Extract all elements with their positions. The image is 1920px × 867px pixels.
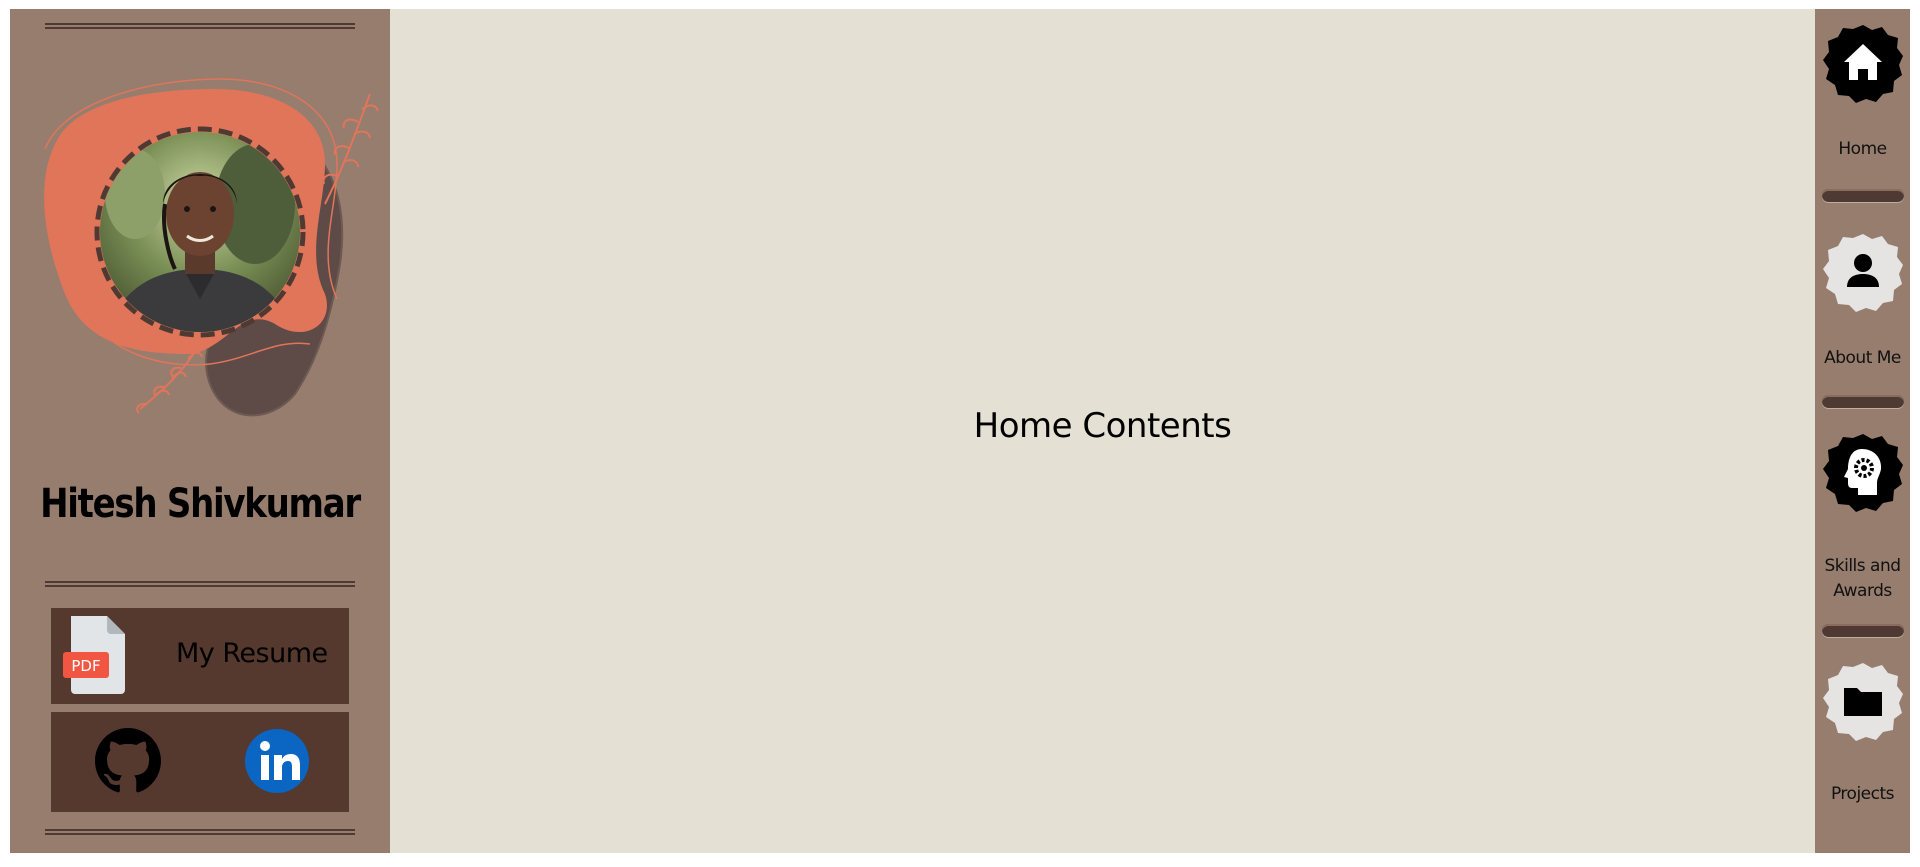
nav-item-home[interactable]: Home: [1815, 9, 1910, 189]
nav-label-projects: Projects: [1830, 784, 1895, 804]
social-links: [51, 712, 349, 812]
nav-label-skills: Skills and Awards: [1824, 556, 1901, 601]
page-frame: Hitesh Shivkumar PDF My Resume: [10, 9, 1910, 853]
nav-label-home: Home: [1838, 139, 1887, 159]
folder-icon: [1823, 663, 1903, 741]
linkedin-icon[interactable]: [244, 728, 310, 794]
profile-sidebar: Hitesh Shivkumar PDF My Resume: [10, 9, 390, 853]
home-icon: [1823, 25, 1903, 103]
nav-label-about: About Me: [1824, 348, 1901, 368]
profile-portrait: [44, 78, 379, 417]
nav-item-about[interactable]: About Me: [1815, 209, 1910, 389]
person-icon: [1823, 234, 1903, 312]
head-gear-icon: [1823, 434, 1903, 512]
middle-divider: [45, 581, 355, 587]
main-content: Home Contents: [390, 9, 1815, 853]
right-nav: Home About Me Skills and Awards: [1815, 9, 1910, 853]
bottom-divider: [45, 829, 355, 835]
nav-item-skills[interactable]: Skills and Awards: [1815, 414, 1910, 614]
main-title: Home Contents: [973, 406, 1232, 446]
pdf-badge: PDF: [71, 657, 100, 675]
github-icon[interactable]: [95, 728, 161, 794]
nav-separator: [1822, 395, 1904, 408]
top-divider: [45, 23, 355, 29]
profile-name: Hitesh Shivkumar: [40, 481, 361, 527]
pdf-file-icon: PDF: [63, 616, 125, 694]
nav-separator: [1822, 189, 1904, 202]
resume-label: My Resume: [176, 638, 328, 669]
nav-item-projects[interactable]: Projects: [1815, 643, 1910, 843]
nav-separator: [1822, 624, 1904, 637]
resume-button[interactable]: PDF My Resume: [51, 608, 349, 704]
